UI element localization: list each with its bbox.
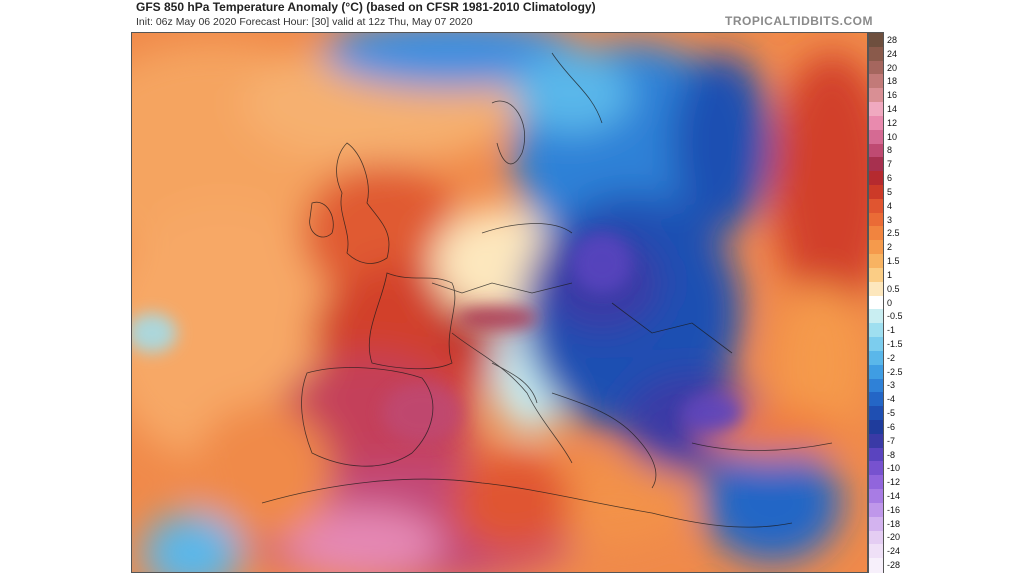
legend-label: 10 [887, 131, 898, 142]
legend-label: 4 [887, 200, 893, 211]
brand-watermark: TROPICALTIDBITS.COM [725, 14, 873, 28]
legend-label: -12 [887, 477, 901, 488]
legend-label: 5 [887, 186, 893, 197]
legend-swatch [869, 88, 883, 103]
legend-swatch [869, 558, 883, 573]
legend-swatch [869, 226, 883, 241]
legend-swatch [869, 461, 883, 476]
legend-swatch [869, 350, 883, 366]
legend-label: 3 [887, 214, 893, 225]
legend-swatch [869, 489, 883, 504]
legend-swatch [869, 74, 883, 89]
legend-label: 12 [887, 117, 898, 128]
temperature-anomaly-map [131, 32, 868, 573]
anomaly-field [132, 33, 867, 572]
legend-label: -2.5 [887, 366, 903, 377]
legend-swatch [869, 392, 883, 407]
legend-label: -24 [887, 546, 901, 557]
legend-label: 14 [887, 104, 898, 114]
legend-label: 0 [887, 297, 893, 308]
legend-swatch [869, 447, 883, 463]
legend-label: -0.5 [887, 311, 903, 322]
legend-label: 20 [887, 62, 898, 73]
legend-swatch [869, 198, 883, 214]
legend-swatch [869, 309, 883, 324]
legend-label: 8 [887, 145, 893, 156]
legend-label: 18 [887, 76, 898, 87]
legend-swatch [869, 337, 883, 352]
map-title: GFS 850 hPa Temperature Anomaly (°C) (ba… [136, 0, 596, 14]
legend-label: -20 [887, 532, 901, 543]
legend-label: -10 [887, 463, 901, 474]
legend-swatch [869, 240, 883, 255]
legend-label: 24 [887, 48, 898, 59]
legend-swatch [869, 544, 883, 559]
legend-label: -7 [887, 435, 896, 446]
legend-swatch [869, 254, 883, 269]
legend-label: 2.5 [887, 228, 900, 239]
legend-label: 1 [887, 269, 893, 280]
legend-label: 7 [887, 159, 893, 170]
legend-label: -6 [887, 421, 896, 432]
legend-label: -3 [887, 380, 896, 391]
legend-swatch [869, 212, 883, 228]
legend-swatch [869, 530, 883, 545]
legend-label: 28 [887, 34, 898, 45]
legend-swatch [869, 475, 883, 490]
color-scale-labels: 28 24 20 18 16 14 12 10 8 7 6 5 4 3 2.5 2 1.5 1 0.5 0 -0.5 -1… [887, 32, 927, 573]
legend-swatch [869, 171, 883, 186]
legend-label: 16 [887, 90, 898, 101]
legend-swatch [869, 267, 883, 283]
legend-label: -18 [887, 518, 901, 529]
legend-swatch [869, 516, 883, 532]
legend-label: 0.5 [887, 283, 900, 294]
legend-label: 2 [887, 242, 893, 253]
legend-swatch [869, 185, 883, 200]
legend-label: -8 [887, 449, 896, 460]
legend-swatch [869, 323, 883, 338]
legend-swatch [869, 115, 883, 131]
legend-label: 6 [887, 173, 893, 184]
legend-label: -5 [887, 408, 896, 419]
legend-label: -28 [887, 560, 901, 571]
legend-swatch [869, 419, 883, 435]
legend-swatch [869, 406, 883, 421]
legend-label: -1.5 [887, 338, 903, 349]
legend-swatch [869, 502, 883, 518]
legend-label: -4 [887, 394, 896, 405]
legend-swatch [869, 364, 883, 380]
legend-swatch [869, 143, 883, 158]
legend-swatch [869, 46, 883, 62]
legend-label: -2 [887, 352, 896, 363]
legend-swatch [869, 281, 883, 297]
map-subtitle: Init: 06z May 06 2020 Forecast Hour: [30… [136, 16, 473, 28]
legend-label: 1.5 [887, 256, 900, 267]
legend-swatch [869, 157, 883, 172]
color-scale-bar [868, 32, 884, 573]
legend-swatch [869, 129, 883, 145]
legend-label: -14 [887, 490, 901, 501]
legend-label: -16 [887, 504, 901, 515]
legend-swatch [869, 33, 883, 48]
legend-swatch [869, 295, 883, 310]
legend-swatch [869, 378, 883, 393]
legend-swatch [869, 60, 883, 76]
legend-swatch [869, 433, 883, 449]
legend-swatch [869, 102, 883, 117]
legend-label: -1 [887, 325, 896, 336]
